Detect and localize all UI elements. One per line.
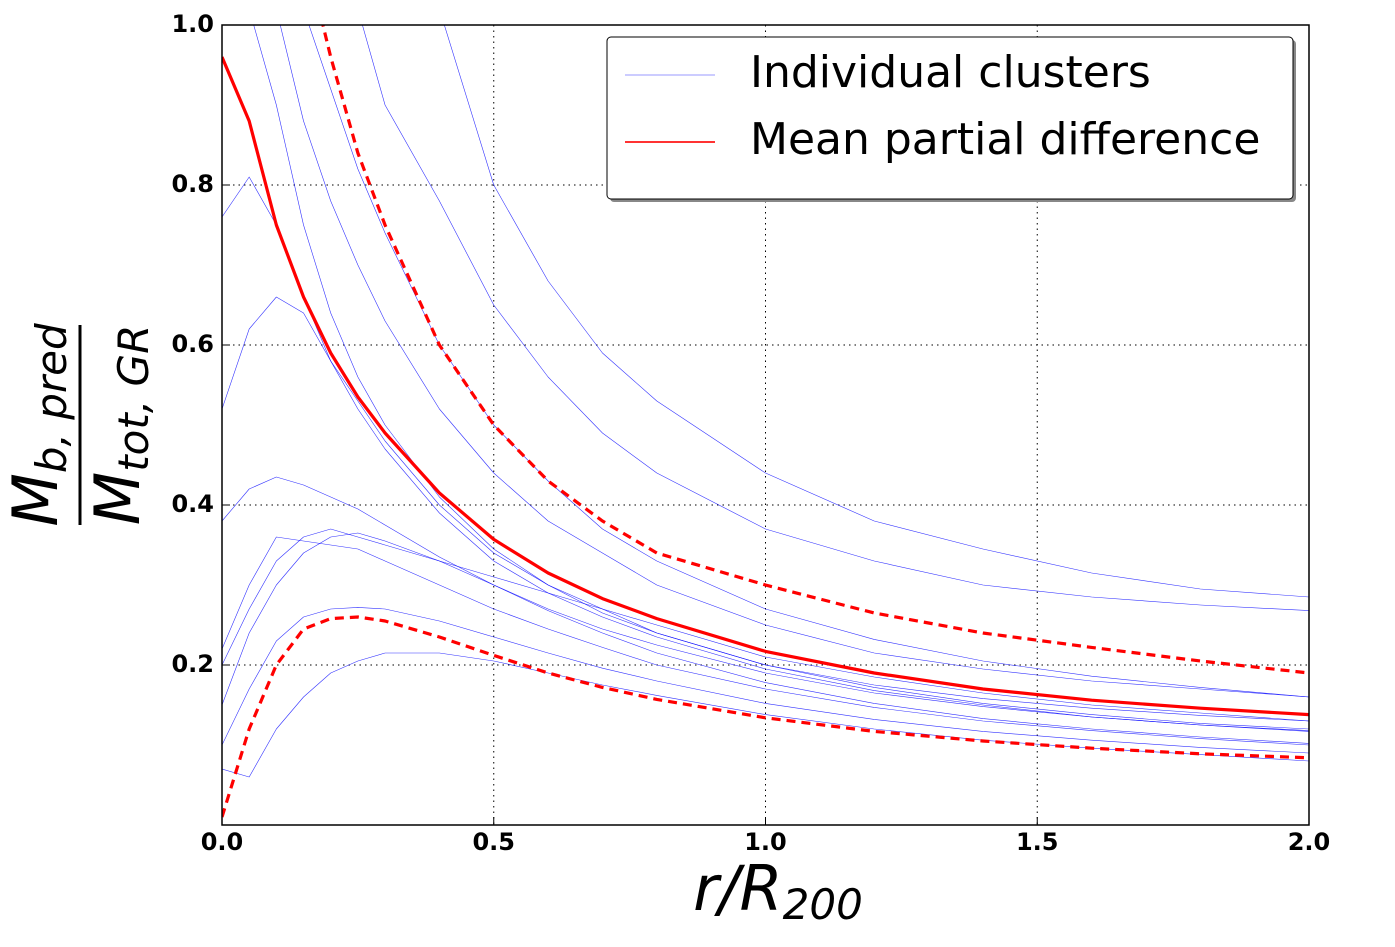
x-label-main: r/R [693, 852, 782, 925]
y-axis-label: Mb, pred Mtot, GR [0, 323, 158, 527]
series-line [253, 25, 1309, 722]
x-tick-label: 0.0 [201, 828, 244, 856]
series-line [279, 25, 1309, 698]
y-den-sub: tot, GR [109, 325, 158, 472]
y-tick-label: 0.2 [171, 650, 214, 678]
series-line [444, 25, 1309, 598]
y-tick-label: 0.4 [171, 490, 214, 518]
series-line [222, 615, 1309, 818]
ticks: 0.0 0.5 1.0 1.5 2.0 0.2 0.4 0.6 0.8 1.0 [171, 10, 1330, 856]
legend-label: Individual clusters [750, 47, 1151, 98]
series-line [362, 25, 1309, 611]
y-tick-label: 1.0 [171, 10, 214, 38]
y-den-main: M [81, 472, 154, 526]
x-tick-label: 2.0 [1288, 828, 1331, 856]
series-line [222, 56, 1309, 717]
x-tick-label: 1.5 [1016, 828, 1059, 856]
legend: Individual clusters Mean partial differen… [606, 36, 1296, 202]
series-line [222, 532, 1309, 744]
lines [222, 25, 1309, 818]
x-tick-label: 0.5 [472, 828, 515, 856]
series-line [321, 25, 1309, 675]
series-line [308, 25, 1309, 698]
y-tick-label: 0.6 [171, 330, 214, 358]
legend-box [606, 36, 1294, 200]
y-tick-label: 0.8 [171, 170, 214, 198]
series-line [222, 296, 1309, 730]
y-num-main: M [0, 473, 72, 527]
series-line [222, 536, 1309, 746]
x-label-sub: 200 [783, 880, 863, 929]
y-label-denominator: Mtot, GR [81, 325, 157, 526]
y-num-sub: b, pred [27, 323, 76, 473]
legend-label: Mean partial difference [750, 114, 1260, 165]
x-tick-label: 1.0 [744, 828, 787, 856]
series-line [222, 476, 1309, 732]
y-label-numerator: Mb, pred [0, 323, 76, 527]
x-axis-label: r/R200 [693, 852, 863, 928]
series-line [222, 607, 1309, 754]
series-line [222, 528, 1309, 722]
